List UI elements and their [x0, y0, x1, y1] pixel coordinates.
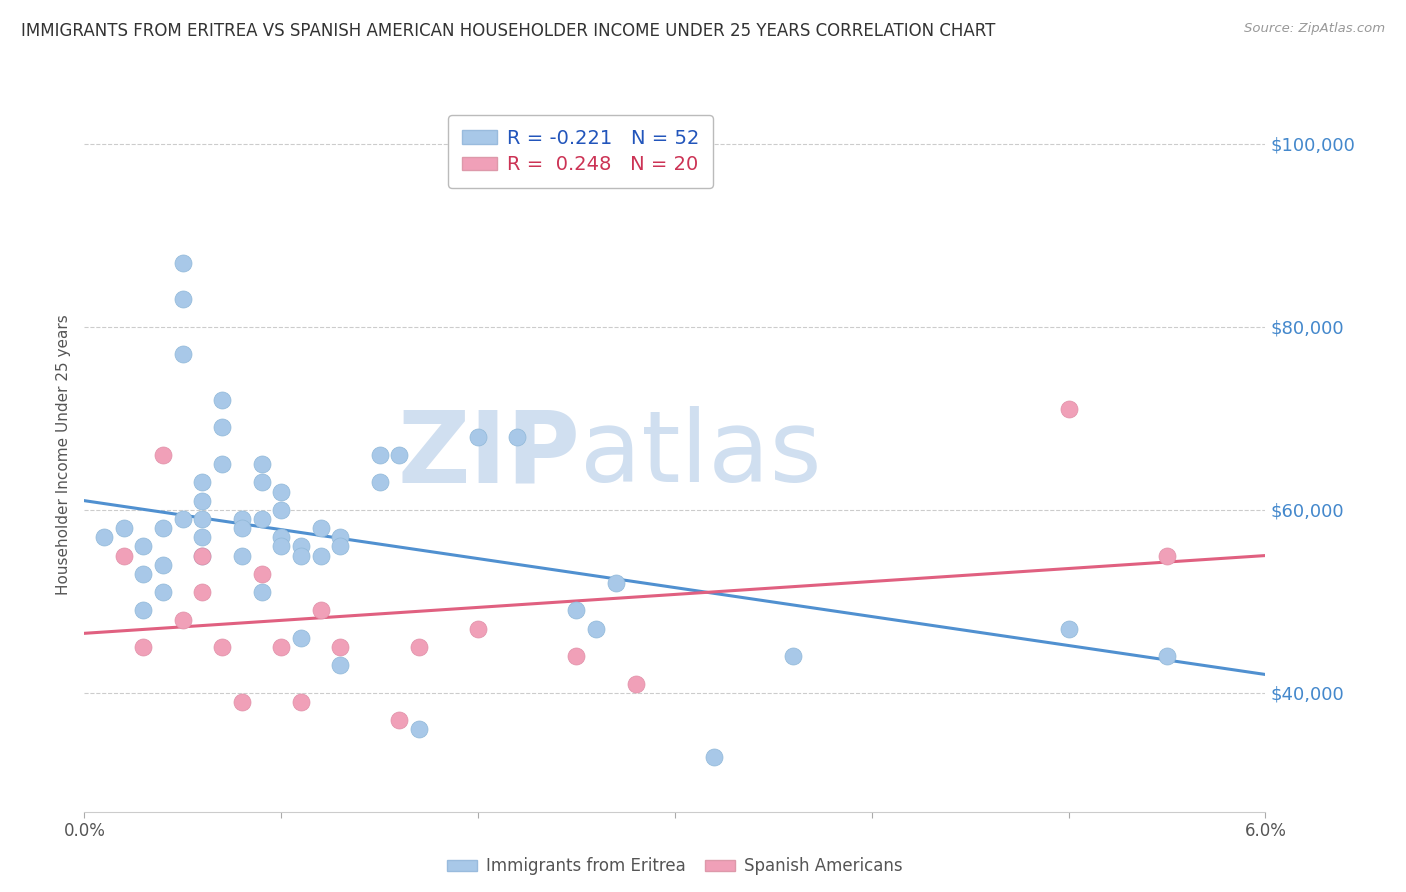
Point	[329, 658, 352, 673]
Point	[290, 631, 312, 645]
Point	[211, 640, 233, 654]
Point	[309, 603, 332, 617]
Point	[467, 429, 489, 443]
Point	[172, 613, 194, 627]
Point	[211, 457, 233, 471]
Text: Source: ZipAtlas.com: Source: ZipAtlas.com	[1244, 22, 1385, 36]
Point	[191, 549, 214, 563]
Point	[172, 512, 194, 526]
Point	[250, 457, 273, 471]
Point	[408, 640, 430, 654]
Point	[172, 293, 194, 307]
Point	[408, 723, 430, 737]
Point	[191, 530, 214, 544]
Point	[191, 549, 214, 563]
Point	[329, 540, 352, 554]
Point	[152, 521, 174, 535]
Point	[270, 503, 292, 517]
Point	[191, 475, 214, 490]
Text: IMMIGRANTS FROM ERITREA VS SPANISH AMERICAN HOUSEHOLDER INCOME UNDER 25 YEARS CO: IMMIGRANTS FROM ERITREA VS SPANISH AMERI…	[21, 22, 995, 40]
Point	[211, 392, 233, 407]
Point	[152, 558, 174, 572]
Point	[309, 521, 332, 535]
Point	[112, 521, 135, 535]
Point	[152, 585, 174, 599]
Point	[585, 622, 607, 636]
Point	[250, 585, 273, 599]
Point	[231, 521, 253, 535]
Point	[231, 549, 253, 563]
Point	[93, 530, 115, 544]
Point	[1156, 549, 1178, 563]
Text: atlas: atlas	[581, 407, 823, 503]
Point	[112, 549, 135, 563]
Point	[329, 530, 352, 544]
Point	[782, 649, 804, 664]
Point	[290, 549, 312, 563]
Point	[191, 493, 214, 508]
Point	[703, 749, 725, 764]
Point	[231, 512, 253, 526]
Point	[211, 420, 233, 434]
Point	[1057, 402, 1080, 417]
Point	[605, 576, 627, 591]
Point	[270, 640, 292, 654]
Point	[191, 512, 214, 526]
Point	[152, 448, 174, 462]
Point	[270, 484, 292, 499]
Point	[368, 448, 391, 462]
Point	[290, 695, 312, 709]
Point	[368, 475, 391, 490]
Point	[309, 549, 332, 563]
Point	[250, 475, 273, 490]
Legend: Immigrants from Eritrea, Spanish Americans: Immigrants from Eritrea, Spanish America…	[440, 851, 910, 882]
Point	[132, 640, 155, 654]
Point	[290, 540, 312, 554]
Point	[565, 603, 588, 617]
Point	[132, 540, 155, 554]
Point	[624, 676, 647, 690]
Point	[270, 530, 292, 544]
Point	[1156, 649, 1178, 664]
Y-axis label: Householder Income Under 25 years: Householder Income Under 25 years	[56, 315, 72, 595]
Text: ZIP: ZIP	[398, 407, 581, 503]
Point	[388, 448, 411, 462]
Point	[329, 640, 352, 654]
Point	[132, 603, 155, 617]
Point	[388, 713, 411, 727]
Point	[1057, 622, 1080, 636]
Point	[172, 347, 194, 361]
Point	[250, 566, 273, 581]
Point	[250, 512, 273, 526]
Point	[132, 566, 155, 581]
Point	[191, 585, 214, 599]
Point	[565, 649, 588, 664]
Point	[506, 429, 529, 443]
Point	[270, 540, 292, 554]
Point	[231, 695, 253, 709]
Point	[172, 256, 194, 270]
Point	[467, 622, 489, 636]
